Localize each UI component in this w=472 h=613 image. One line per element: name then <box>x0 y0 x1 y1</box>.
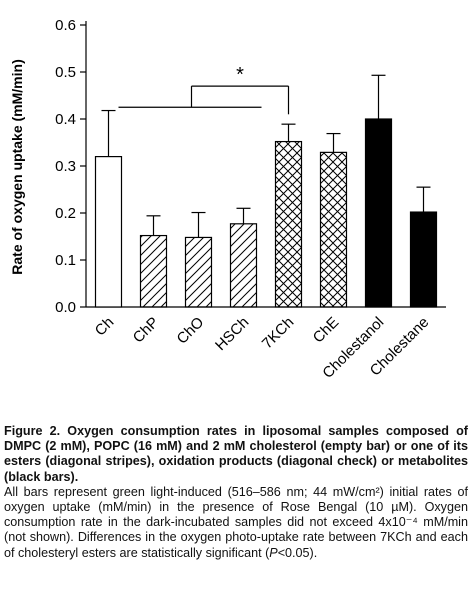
y-tick-label: 0.6 <box>55 17 76 34</box>
bar <box>274 140 303 308</box>
bar <box>139 234 168 308</box>
bar <box>94 156 123 308</box>
caption-body-end: <0.05). <box>277 545 318 560</box>
caption-p-symbol: P <box>269 545 278 560</box>
significance-bracket: * <box>118 64 290 115</box>
x-tick-label: ChE <box>310 314 343 347</box>
y-tick-label: 0.2 <box>55 205 76 222</box>
y-tick-label: 0.5 <box>55 64 76 81</box>
caption-body: All bars represent green light-induced (… <box>4 485 468 561</box>
bar <box>364 118 393 308</box>
x-tick-label: ChP <box>130 314 163 347</box>
caption-body-text: All bars represent green light-induced (… <box>4 484 468 560</box>
bar-chart: Rate of oxygen uptake (mM/min) 0.0 0.1 0.2… <box>9 17 446 382</box>
caption-title: Figure 2. Oxygen consumption rates in li… <box>4 424 468 484</box>
x-tick-label: 7KCh <box>259 314 298 353</box>
x-tick-label: HSCh <box>212 314 252 354</box>
y-tick-label: 0.1 <box>55 252 76 269</box>
y-axis-label: Rate of oxygen uptake (mM/min) <box>9 59 25 274</box>
bar <box>409 211 438 308</box>
y-tick-label: 0.4 <box>55 111 76 128</box>
y-tick-label: 0.3 <box>55 158 76 175</box>
x-tick-label: Ch <box>92 314 118 340</box>
y-tick-label: 0.0 <box>55 299 76 316</box>
bar <box>184 236 213 308</box>
x-tick-label: ChO <box>173 314 207 348</box>
bars <box>94 74 438 308</box>
bar <box>319 151 348 308</box>
bar <box>229 223 258 308</box>
figure-caption: Figure 2. Oxygen consumption rates in li… <box>4 424 468 561</box>
significance-star: * <box>236 64 244 86</box>
